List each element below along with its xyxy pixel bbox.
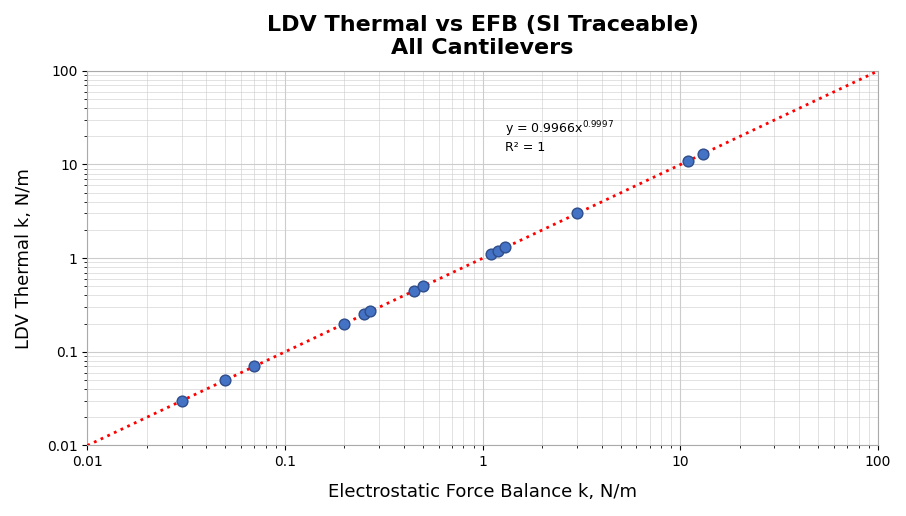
Title: LDV Thermal vs EFB (SI Traceable)
All Cantilevers: LDV Thermal vs EFB (SI Traceable) All Ca… — [266, 15, 699, 58]
Point — [218, 376, 233, 384]
Point — [416, 282, 430, 291]
Y-axis label: LDV Thermal k, N/m: LDV Thermal k, N/m — [15, 168, 33, 349]
Point — [407, 286, 421, 295]
Point — [696, 150, 710, 158]
Point — [681, 156, 696, 165]
Point — [570, 209, 584, 218]
Point — [174, 397, 188, 405]
X-axis label: Electrostatic Force Balance k, N/m: Electrostatic Force Balance k, N/m — [328, 483, 637, 501]
Point — [491, 247, 506, 255]
Point — [484, 250, 498, 259]
Point — [356, 310, 371, 318]
Text: y = 0.9966x$^{0.9997}$
R² = 1: y = 0.9966x$^{0.9997}$ R² = 1 — [506, 120, 614, 154]
Point — [247, 362, 262, 370]
Point — [363, 307, 378, 315]
Point — [498, 244, 513, 252]
Point — [337, 319, 352, 328]
